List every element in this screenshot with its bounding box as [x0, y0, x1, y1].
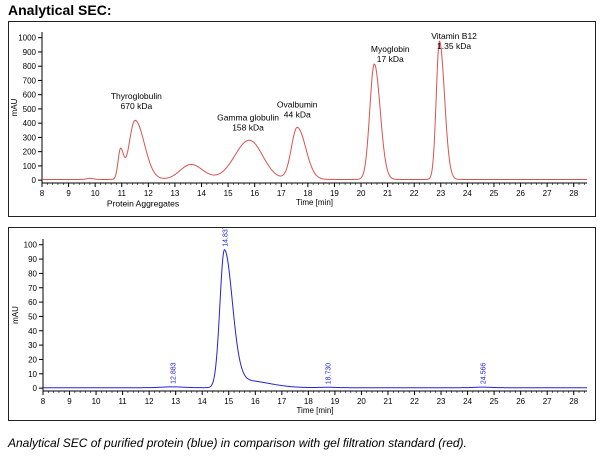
x-tick-label: 17 [277, 189, 286, 198]
peak-retention-label: 18.730 [326, 363, 333, 385]
peak-retention-label: 12.883 [171, 362, 178, 384]
x-axis-title: Time [min] [296, 406, 333, 415]
y-tick-label: 700 [23, 76, 37, 85]
peak-annotation: 158 kDa [232, 122, 264, 132]
peak-annotation: 1.35 kDa [437, 41, 471, 51]
x-tick-label: 16 [251, 397, 260, 406]
x-tick-label: 24 [463, 397, 472, 406]
x-tick-label: 25 [489, 189, 498, 198]
x-tick-label: 15 [224, 189, 233, 198]
x-tick-label: 13 [171, 397, 180, 406]
x-tick-label: 21 [384, 397, 393, 406]
x-tick-label: 20 [357, 397, 366, 406]
protein-chromatogram: 8 9 10 11 12 13 14 15 16 17 18 19 20 21 22 23 24 25 26 27 28… [11, 228, 587, 415]
peak-retention-label: 24.566 [481, 363, 488, 385]
x-tick-label: 11 [118, 189, 127, 198]
standard-chart-panel: 8 9 10 11 12 13 14 15 16 17 18 19 20 21 22 23 24 25 26 27 28… [8, 21, 596, 217]
y-tick-label: 300 [23, 133, 37, 142]
x-tick-label: 8 [40, 189, 45, 198]
y-tick-label: 1000 [18, 34, 36, 43]
figure-caption: Analytical SEC of purified protein (blue… [8, 436, 467, 450]
y-tick-label: 20 [28, 355, 37, 364]
y-tick-label: 900 [23, 48, 37, 57]
x-tick-label: 11 [118, 397, 127, 406]
protein-chart-panel: 8 9 10 11 12 13 14 15 16 17 18 19 20 21 22 23 24 25 26 27 28… [8, 227, 596, 421]
peak-annotation: 670 kDa [121, 101, 153, 111]
x-tick-label: 27 [543, 189, 552, 198]
y-tick-label: 600 [23, 91, 37, 100]
y-tick-label: 80 [28, 269, 37, 278]
peak-annotation: 44 kDa [284, 110, 311, 120]
peak-annotation: Gamma globulin [217, 112, 279, 122]
x-tick-label: 16 [250, 189, 259, 198]
y-tick-label: 30 [28, 341, 37, 350]
peak-annotation: Ovalbumin [277, 100, 318, 110]
x-tick-label: 14 [198, 397, 207, 406]
y-tick-label: 800 [23, 62, 37, 71]
x-tick-label: 10 [91, 189, 100, 198]
x-tick-label: 12 [144, 189, 153, 198]
x-tick-label: 13 [170, 189, 179, 198]
x-tick-label: 28 [569, 397, 578, 406]
y-tick-label: 60 [28, 298, 37, 307]
x-tick-label: 9 [67, 397, 72, 406]
y-tick-label: 40 [28, 327, 37, 336]
y-tick-label: 0 [33, 384, 38, 393]
x-axis-title: Time [min] [296, 198, 333, 207]
x-tick-label: 24 [463, 189, 472, 198]
y-tick-label: 70 [28, 284, 37, 293]
x-tick-label: 10 [92, 397, 101, 406]
x-tick-label: 26 [516, 397, 525, 406]
x-tick-label: 26 [516, 189, 525, 198]
section-heading: Analytical SEC: [8, 2, 112, 18]
x-tick-label: 19 [330, 397, 339, 406]
y-axis-title: mAU [10, 98, 19, 116]
chromatogram-trace [43, 249, 587, 389]
x-tick-label: 22 [410, 397, 419, 406]
x-tick-label: 23 [436, 189, 445, 198]
y-tick-label: 400 [23, 119, 37, 128]
y-axis-title: mAU [11, 306, 20, 324]
x-tick-label: 9 [66, 189, 71, 198]
peak-annotation: Protein Aggregates [107, 199, 179, 209]
x-tick-label: 23 [437, 397, 446, 406]
x-tick-label: 28 [569, 189, 578, 198]
y-tick-label: 10 [28, 370, 37, 379]
x-tick-label: 20 [357, 189, 366, 198]
y-tick-label: 100 [23, 162, 37, 171]
x-tick-label: 14 [197, 189, 206, 198]
peak-annotation: Thyroglobulin [111, 91, 162, 101]
peak-retention-label: 14.837 [222, 228, 229, 247]
y-tick-label: 200 [23, 148, 37, 157]
y-tick-label: 50 [28, 312, 37, 321]
peak-annotation: Myoglobin [371, 44, 410, 54]
x-tick-label: 25 [490, 397, 499, 406]
y-tick-label: 90 [28, 255, 37, 264]
chromatogram-trace [42, 40, 587, 180]
x-tick-label: 12 [145, 397, 154, 406]
x-tick-label: 18 [304, 397, 313, 406]
y-tick-label: 500 [23, 105, 37, 114]
x-tick-label: 19 [330, 189, 339, 198]
x-tick-label: 27 [543, 397, 552, 406]
x-tick-label: 15 [224, 397, 233, 406]
y-tick-label: 0 [32, 176, 37, 185]
y-tick-label: 100 [24, 241, 38, 250]
x-tick-label: 17 [277, 397, 286, 406]
peak-annotation: Vitamin B12 [431, 31, 477, 41]
x-tick-label: 18 [303, 189, 312, 198]
x-tick-label: 8 [41, 397, 46, 406]
x-tick-label: 21 [383, 189, 392, 198]
x-tick-label: 22 [410, 189, 419, 198]
standard-chromatogram: 8 9 10 11 12 13 14 15 16 17 18 19 20 21 22 23 24 25 26 27 28… [10, 31, 587, 209]
peak-annotation: 17 kDa [377, 54, 404, 64]
